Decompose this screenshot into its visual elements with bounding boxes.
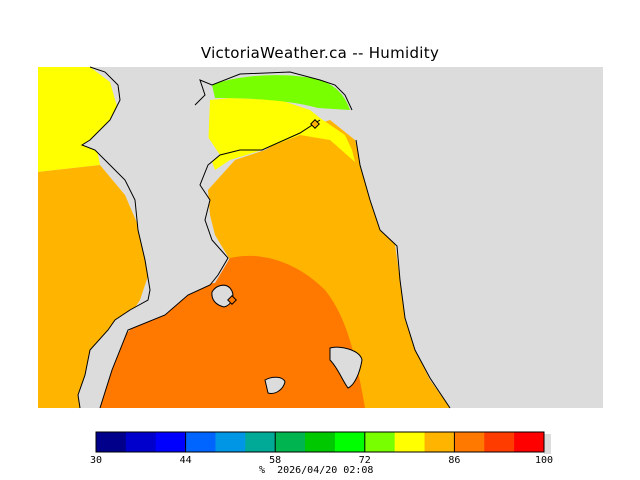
discovery-island bbox=[329, 346, 363, 389]
colorbar-swatch bbox=[454, 432, 485, 452]
colorbar-swatch bbox=[215, 432, 246, 452]
colorbar-shadow bbox=[544, 434, 551, 454]
small-island bbox=[264, 376, 286, 394]
north-green-region bbox=[212, 75, 350, 110]
coastlines bbox=[77, 66, 451, 409]
colorbar-swatch bbox=[394, 432, 426, 452]
colorbar-swatch bbox=[275, 432, 306, 452]
station-marker-sidney bbox=[310, 119, 320, 129]
colorbar-swatch bbox=[155, 432, 187, 452]
west-yellow-region bbox=[38, 67, 118, 172]
legend-tick-label: 86 bbox=[448, 455, 461, 466]
east-strait-water bbox=[355, 67, 603, 408]
colorbar-swatch bbox=[364, 432, 396, 452]
colorbar-swatch bbox=[185, 432, 216, 452]
legend-tick-label: 58 bbox=[269, 455, 282, 466]
station-marker-victoria bbox=[227, 295, 237, 305]
colorbar-border bbox=[95, 431, 545, 453]
victoria-darkorange-region bbox=[100, 255, 365, 408]
colorbar-swatch bbox=[245, 432, 276, 452]
legend-timestamp: 2026/04/20 02:08 bbox=[277, 465, 374, 476]
legend-tick-label: 30 bbox=[89, 455, 103, 466]
colorbar-swatch bbox=[484, 432, 515, 452]
colorbar-swatch bbox=[514, 432, 545, 452]
saanich-inlet-water bbox=[78, 67, 228, 408]
colorbar-swatch bbox=[424, 432, 455, 452]
north-yellow-region bbox=[208, 98, 355, 170]
colorbar-swatch bbox=[334, 432, 366, 452]
legend-tick-label: 44 bbox=[179, 455, 192, 466]
legend-colorbar bbox=[95, 431, 551, 454]
legend-footer: % 2026/04/20 02:08 bbox=[259, 465, 373, 476]
legend-tick-label: 72 bbox=[358, 455, 371, 466]
map-title: VictoriaWeather.ca -- Humidity bbox=[200, 44, 440, 62]
colorbar-swatch bbox=[305, 432, 336, 452]
colorbar-swatch bbox=[125, 432, 157, 452]
colorbar-swatch bbox=[96, 432, 127, 452]
legend-unit: % bbox=[259, 465, 266, 476]
legend-tick-label: 100 bbox=[534, 455, 554, 466]
west-orange-region bbox=[38, 165, 150, 408]
